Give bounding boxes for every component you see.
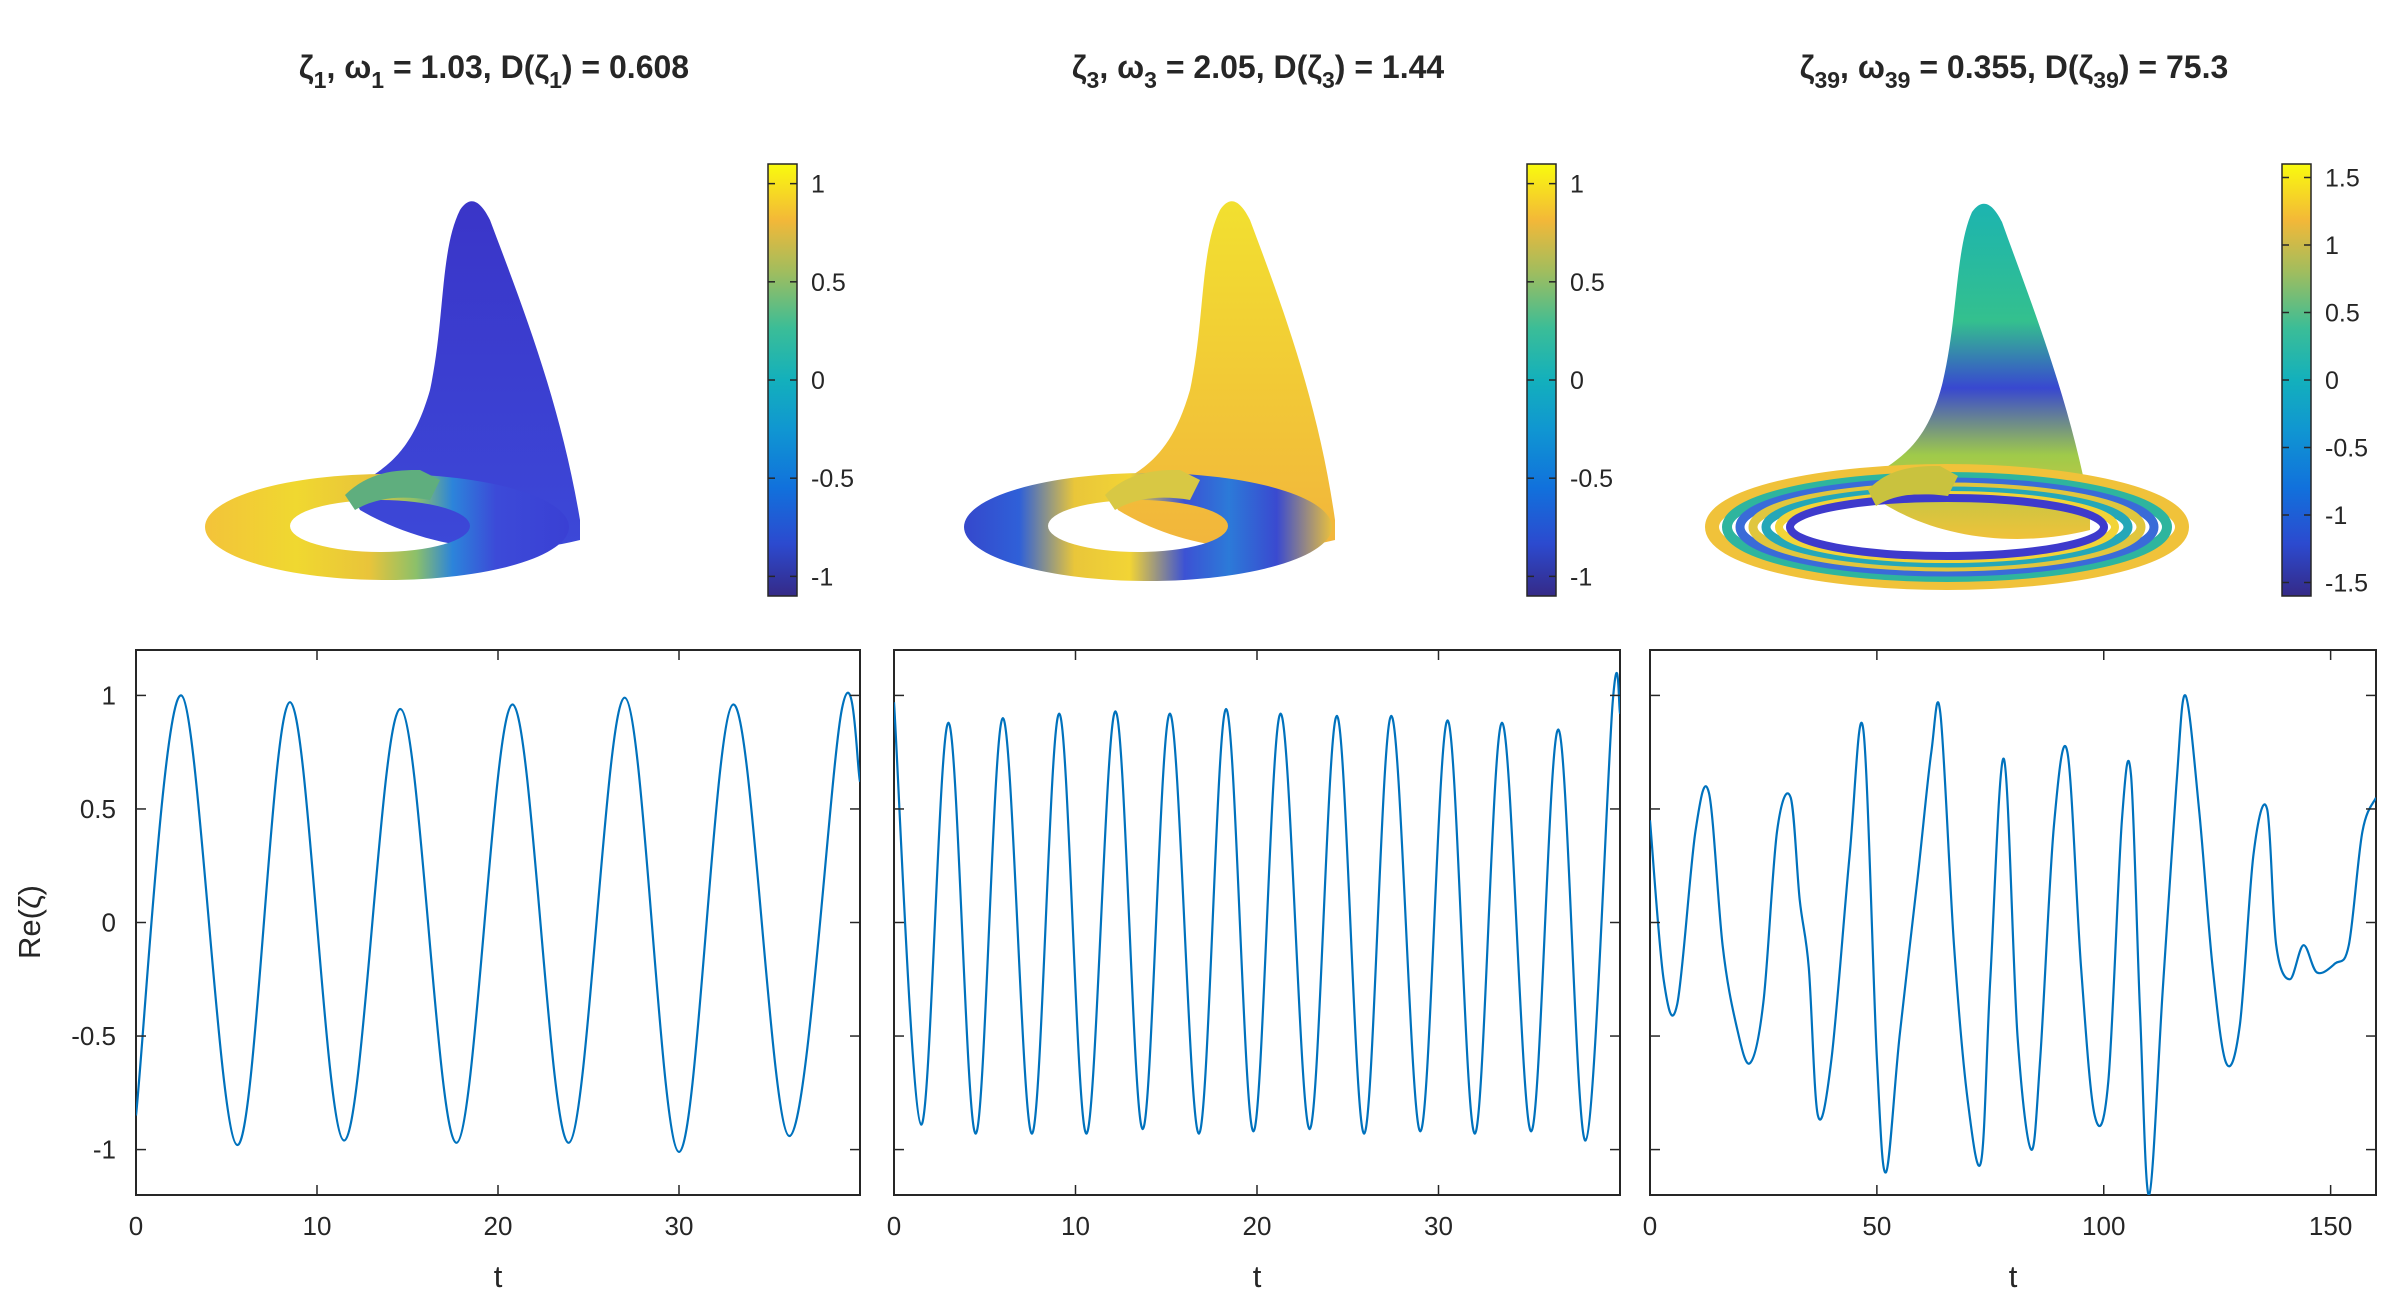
colorbar-tick-label: 0.5 (1570, 269, 1605, 297)
plot-1: 0 10 20 30 (887, 650, 1620, 1241)
x-tick-label: 50 (1862, 1211, 1891, 1241)
colorbar-tick-label: 0.5 (2325, 300, 2360, 328)
colorbar-tick-label: 1 (2325, 232, 2339, 260)
x-tick-label: 10 (303, 1211, 332, 1241)
colorbar-tick-label: 1 (1570, 171, 1584, 199)
colorbar-ticks: -1 -0.5 0 0.5 1 (1527, 171, 1613, 591)
x-axis-label: t (2009, 1259, 2018, 1290)
attractor-ring (205, 474, 569, 580)
attractor-neck (345, 470, 440, 510)
attractor-peak (1868, 203, 2090, 539)
colorbar-ticks: -1 -0.5 0 0.5 1 (768, 171, 854, 591)
axes-box (135, 649, 861, 1196)
y-axis-label: Re(ζ) (12, 885, 47, 959)
plot-0: 0 10 20 30 -1 -0.5 0 0.5 1 (71, 650, 860, 1241)
panel-title: ζ39, ω39 = 0.355, D(ζ39) = 75.3 (1800, 49, 2229, 93)
panel-zeta39: ζ39, ω39 = 0.355, D(ζ39) = 75.3 -1.5 -1 -0… (1643, 49, 2377, 1290)
x-axis-label: t (494, 1259, 503, 1290)
colorbar-ticks: -1.5 -1 -0.5 0 0.5 1 1.5 (2282, 165, 2368, 598)
colorbar: -1 -0.5 0 0.5 1 (1526, 163, 1613, 597)
panel-title: ζ1, ω1 = 1.03, D(ζ1) = 0.608 (299, 49, 689, 93)
colorbar-tick-label: -1.5 (2325, 570, 2368, 598)
x-tick-label: 20 (484, 1211, 513, 1241)
line-axes: t 0 10 20 30 (887, 649, 1621, 1290)
y-tick-label: -0.5 (71, 1021, 116, 1051)
series-line (1650, 694, 2376, 1195)
panel-title: ζ3, ω3 = 2.05, D(ζ3) = 1.44 (1072, 49, 1445, 93)
series-line (136, 691, 860, 1154)
colorbar-tick-label: -1 (2325, 502, 2347, 530)
series-line (894, 671, 1620, 1142)
attractor-peak (1108, 201, 1335, 549)
colorbar: -1 -0.5 0 0.5 1 (767, 163, 854, 597)
panel-zeta3: ζ3, ω3 = 2.05, D(ζ3) = 1.44 -1-0.500.51 … (887, 49, 1621, 1290)
colorbar-tick-label: -1 (1570, 563, 1592, 591)
colorbar-tick-label: 1.5 (2325, 165, 2360, 193)
attractor-surface (964, 201, 1335, 581)
colorbar-tick-label: 0.5 (811, 269, 846, 297)
y-tick-label: -1 (93, 1135, 116, 1165)
colorbar-tick-label: 0 (1570, 367, 1584, 395)
x-tick-label: 0 (887, 1211, 901, 1241)
attractor-ring (964, 473, 1332, 581)
x-tick-label: 0 (1643, 1211, 1657, 1241)
colorbar-tick-label: -0.5 (811, 465, 854, 493)
x-tick-label: 100 (2082, 1211, 2125, 1241)
y-tick-label: 0 (102, 908, 116, 938)
attractor-surface (1705, 203, 2189, 590)
colorbar-tick-label: -0.5 (1570, 465, 1613, 493)
x-tick-label: 30 (1424, 1211, 1453, 1241)
x-tick-label: 0 (129, 1211, 143, 1241)
colorbar-tick-label: 0 (2325, 367, 2339, 395)
plot-2: 0 50 100 150 (1643, 650, 2376, 1241)
attractor-neck (1868, 466, 1958, 506)
colorbar-tick-label: -0.5 (2325, 435, 2368, 463)
attractor-peak (350, 201, 580, 549)
attractor-surface (205, 201, 580, 580)
colorbar-tick-label: -1 (811, 563, 833, 591)
attractor-neck (1105, 470, 1200, 510)
colorbar: -1.5 -1 -0.5 0 0.5 1 1.5 (2281, 163, 2368, 598)
x-tick-label: 30 (665, 1211, 694, 1241)
x-axis-label: t (1253, 1259, 1262, 1290)
y-tick-label: 1 (102, 680, 116, 710)
y-tick-label: 0.5 (80, 794, 116, 824)
panel-zeta1: ζ1, ω1 = 1.03, D(ζ1) = 0.608 -1 -0.5 0 0.5 1… (12, 49, 861, 1290)
colorbar-tick-label: 0 (811, 367, 825, 395)
line-axes: Re(ζ) t 0 10 20 30 -1 -0.5 0 0.5 1 (12, 649, 861, 1290)
line-axes: t 0 50 100 150 (1643, 649, 2377, 1290)
x-tick-label: 20 (1243, 1211, 1272, 1241)
x-tick-label: 10 (1061, 1211, 1090, 1241)
x-tick-label: 150 (2309, 1211, 2352, 1241)
colorbar-tick-label: 1 (811, 171, 825, 199)
ring-band (1786, 494, 2108, 560)
